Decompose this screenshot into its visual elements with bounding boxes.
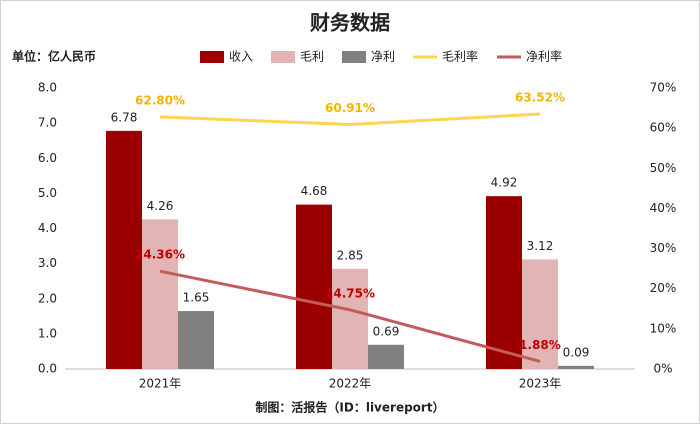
bar <box>522 259 558 369</box>
y2-tick-label: 10% <box>650 321 677 335</box>
y-tick-label: 8.0 <box>38 81 57 95</box>
y2-tick-label: 40% <box>650 201 677 215</box>
bar <box>296 204 332 369</box>
legend-swatch <box>200 51 224 63</box>
y2-tick-label: 60% <box>650 121 677 135</box>
bar-value-label: 4.92 <box>491 176 518 190</box>
chart-title: 财务数据 <box>310 11 390 35</box>
y-tick-label: 0.0 <box>38 362 57 376</box>
y-tick-label: 2.0 <box>38 291 57 305</box>
unit-label: 单位：亿人民币 <box>12 49 96 64</box>
x-tick-label: 2021年 <box>139 377 182 391</box>
y-tick-label: 5.0 <box>38 186 57 200</box>
line-series <box>159 269 541 363</box>
bar <box>486 196 522 369</box>
source-note: 制图：活报告（ID：livereport） <box>255 400 444 415</box>
y-tick-label: 4.0 <box>38 221 57 235</box>
x-tick-label: 2022年 <box>329 377 372 391</box>
bar <box>106 130 142 369</box>
y2-tick-label: 70% <box>650 81 677 95</box>
legend-label: 净利 <box>371 50 395 64</box>
legend-swatch <box>271 51 295 63</box>
bar-value-label: 1.65 <box>183 291 210 305</box>
bar-value-label: 4.26 <box>147 199 174 213</box>
line-value-label: 14.75% <box>325 286 375 300</box>
y2-tick-label: 30% <box>650 241 677 255</box>
legend-label: 毛利 <box>300 50 324 64</box>
line-value-label: 63.52% <box>515 91 565 105</box>
y-tick-label: 1.0 <box>38 326 57 340</box>
y2-tick-label: 20% <box>650 281 677 295</box>
bar <box>178 311 214 369</box>
bar <box>558 365 594 369</box>
line-series <box>159 112 541 126</box>
y2-tick-label: 0% <box>653 362 672 376</box>
y-tick-label: 6.0 <box>38 151 57 165</box>
line-value-label: 62.80% <box>135 93 185 107</box>
bar-value-label: 3.12 <box>527 239 554 253</box>
legend-swatch <box>342 51 366 63</box>
x-tick-label: 2023年 <box>519 377 562 391</box>
bar-value-label: 0.09 <box>563 345 590 359</box>
bar-value-label: 6.78 <box>111 110 138 124</box>
legend-label: 净利率 <box>526 49 562 64</box>
legend-label: 毛利率 <box>442 49 478 64</box>
bar-value-label: 2.85 <box>337 248 364 262</box>
line-value-label: 1.88% <box>519 338 561 352</box>
y2-tick-label: 50% <box>650 161 677 175</box>
legend-label: 收入 <box>229 50 253 64</box>
bar <box>332 268 368 369</box>
bar <box>368 344 404 369</box>
bar-value-label: 0.69 <box>373 324 400 338</box>
line-value-label: 60.91% <box>325 101 375 115</box>
bar-value-label: 4.68 <box>301 184 328 198</box>
line-value-label: 24.36% <box>135 248 185 262</box>
y-tick-label: 3.0 <box>38 256 57 270</box>
bar <box>142 219 178 369</box>
y-tick-label: 7.0 <box>38 116 57 130</box>
